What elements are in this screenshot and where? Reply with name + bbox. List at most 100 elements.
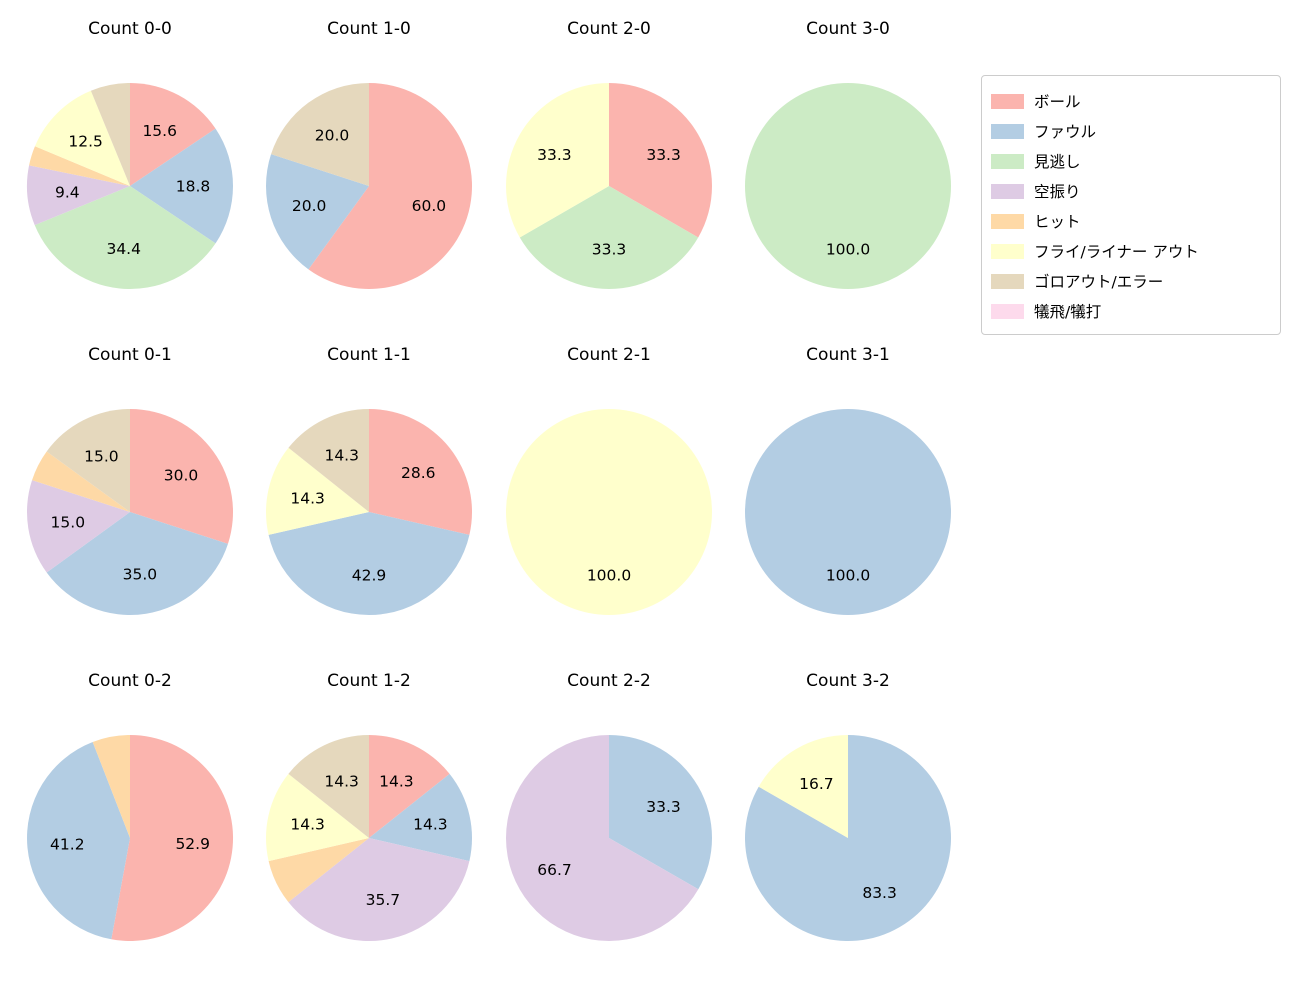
- pie-slice: [34, 90, 130, 186]
- legend-color-patch: [991, 273, 1024, 289]
- legend-color-patch: [991, 123, 1024, 139]
- chart-title: Count 1-2: [327, 671, 411, 691]
- pie-slice-label: 28.6: [401, 464, 436, 482]
- pie-chart-cell-count-2-2: Count 2-2 33.3 66.7: [499, 666, 719, 948]
- pie-slice-label: 42.9: [352, 566, 387, 584]
- pie-slice-label: 14.3: [324, 773, 359, 791]
- pie-slice: [90, 83, 130, 186]
- pie-slice: [27, 742, 130, 940]
- legend-item-sacrifice: 犠飛/犠打: [991, 296, 1272, 326]
- chart-title: Count 1-0: [327, 19, 411, 39]
- pie-chart-count-0-1: 30.0 35.0 15.0 15.0: [26, 409, 234, 616]
- pie-slice: [26, 165, 130, 226]
- pie-slice: [519, 186, 699, 289]
- legend-label: 見逃し: [1034, 153, 1081, 171]
- pie-slice-label: 35.0: [123, 566, 158, 584]
- chart-title: Count 3-1: [806, 345, 890, 365]
- pie-slice-label: 14.3: [290, 489, 325, 507]
- pie-slice: [130, 128, 233, 244]
- pie-slice-label: 14.3: [413, 816, 448, 834]
- legend-item-foul: ファウル: [991, 116, 1272, 146]
- pie-slice-label: 12.5: [68, 133, 103, 151]
- pie-chart-count-3-0: 100.0: [745, 83, 951, 289]
- legend-label: ボール: [1034, 93, 1081, 111]
- pie-slice-label: 20.0: [292, 197, 327, 215]
- pie-slice-label: 60.0: [412, 197, 447, 215]
- pie-slice-label: 83.3: [862, 884, 897, 902]
- chart-title: Count 2-2: [567, 671, 651, 691]
- pie-slice: [745, 409, 951, 615]
- legend-item-called-strike: 見逃し: [991, 146, 1272, 176]
- chart-title: Count 2-1: [567, 345, 651, 365]
- pie-chart-cell-count-1-1: Count 1-1 28.6 42.9 14.3 14.3: [259, 340, 479, 622]
- pie-slice-label: 20.0: [315, 126, 350, 144]
- pie-slice-label: 100.0: [587, 566, 631, 584]
- pie-slice: [369, 735, 450, 838]
- pie-chart-count-3-1: 100.0: [745, 409, 951, 615]
- chart-title: Count 0-1: [88, 345, 172, 365]
- pie-chart-cell-count-3-2: Count 3-2 83.3 16.7: [738, 666, 958, 948]
- pie-chart-cell-count-0-1: Count 0-1 30.0 35.0 15.0 15.0: [20, 340, 240, 622]
- pie-chart-cell-count-1-0: Count 1-0 60.0 20.0 20.0: [259, 14, 479, 296]
- pie-slice: [29, 146, 130, 186]
- pie-slice-label: 16.7: [799, 775, 834, 793]
- pie-slice: [505, 735, 699, 941]
- pie-slice-label: 35.7: [366, 891, 401, 909]
- pie-slice: [288, 735, 369, 838]
- pie-chart-cell-count-1-2: Count 1-2 14.3 14.3 35.7 14.3 14.3: [259, 666, 479, 948]
- pie-slice: [609, 735, 712, 890]
- pie-slice: [609, 83, 712, 238]
- legend-color-patch: [991, 153, 1024, 169]
- pie-slice-label: 9.4: [55, 183, 80, 201]
- legend-color-patch: [991, 213, 1024, 229]
- legend-label: ゴロアウト/エラー: [1034, 273, 1164, 291]
- legend: ボール ファウル 見逃し 空振り ヒット フライ/ライナー アウト ゴロアウト/…: [981, 75, 1281, 335]
- pie-slice-label: 100.0: [826, 240, 870, 258]
- legend-color-patch: [991, 183, 1024, 199]
- legend-color-patch: [991, 93, 1024, 109]
- pie-slice: [369, 773, 473, 862]
- pie-slice: [46, 409, 130, 512]
- pie-slice-label: 33.3: [646, 798, 681, 816]
- pie-slice: [265, 773, 369, 862]
- pie-chart-count-1-1: 28.6 42.9 14.3 14.3: [265, 409, 473, 616]
- legend-label: ファウル: [1034, 123, 1097, 141]
- pie-slice-label: 15.0: [84, 447, 119, 465]
- pie-slice-label: 34.4: [106, 240, 141, 258]
- legend-label: ヒット: [1034, 213, 1081, 231]
- legend-label: 空振り: [1034, 183, 1081, 201]
- pie-slice: [130, 83, 216, 186]
- pie-slice: [369, 409, 473, 535]
- pie-slice-label: 18.8: [176, 177, 211, 195]
- pie-chart-count-1-0: 60.0 20.0 20.0: [265, 83, 473, 289]
- pie-slice: [26, 480, 130, 573]
- pie-slice: [506, 409, 712, 615]
- legend-label: フライ/ライナー アウト: [1034, 243, 1199, 261]
- pie-slice: [46, 512, 228, 616]
- pie-slice: [268, 512, 470, 616]
- pie-slice-label: 66.7: [537, 861, 572, 879]
- pie-chart-count-2-1: 100.0: [506, 409, 712, 615]
- pie-slice-label: 15.0: [51, 513, 86, 531]
- pie-slice-label: 14.3: [290, 816, 325, 834]
- chart-title: Count 0-0: [88, 19, 172, 39]
- chart-title: Count 0-2: [88, 671, 172, 691]
- pie-slice-label: 30.0: [164, 466, 199, 484]
- pie-chart-count-0-0: 15.6 18.8 34.4 9.4 12.5: [26, 83, 233, 289]
- pie-slice: [34, 186, 216, 289]
- pie-slice-label: 15.6: [142, 122, 177, 140]
- pie-slice: [506, 83, 609, 238]
- pie-chart-cell-count-3-0: Count 3-0 100.0: [738, 14, 958, 296]
- legend-item-ball: ボール: [991, 86, 1272, 116]
- legend-color-patch: [991, 243, 1024, 259]
- legend-item-swinging-strike: 空振り: [991, 176, 1272, 206]
- legend-label: 犠飛/犠打: [1034, 303, 1102, 321]
- pie-chart-cell-count-2-0: Count 2-0 33.3 33.3 33.3: [499, 14, 719, 296]
- legend-item-groundout-error: ゴロアウト/エラー: [991, 266, 1272, 296]
- pie-slice: [271, 83, 369, 186]
- pie-slice: [130, 409, 234, 544]
- legend-color-patch: [991, 303, 1024, 319]
- pie-slice: [92, 735, 130, 838]
- pie-slice: [308, 83, 473, 289]
- pie-slice-label: 41.2: [50, 835, 85, 853]
